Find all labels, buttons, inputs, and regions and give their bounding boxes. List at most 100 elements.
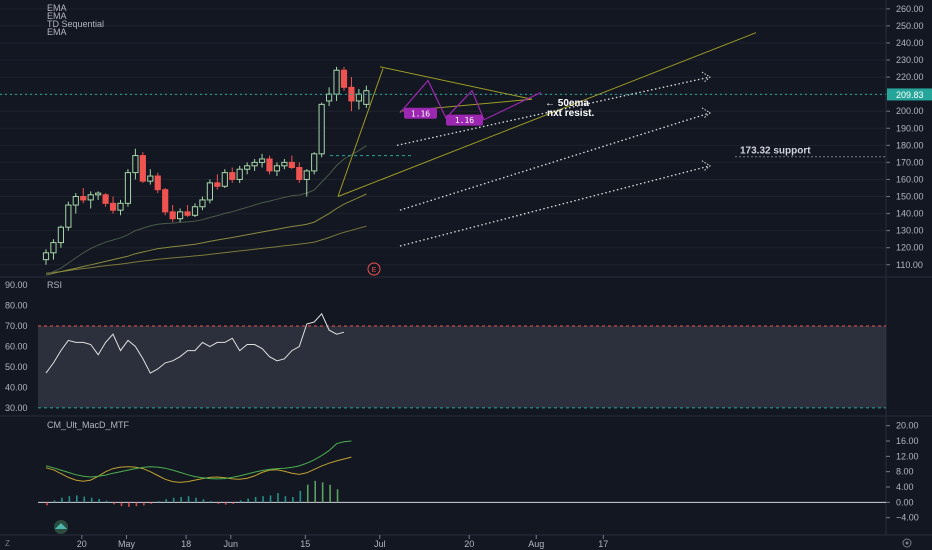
- rsi-tick-label: 60.00: [5, 342, 28, 352]
- rsi-tick-label: 90.00: [5, 280, 28, 290]
- macd-histogram-bar: [128, 502, 130, 507]
- candle-body: [333, 69, 340, 95]
- macd-histogram-bar: [269, 495, 272, 503]
- macd-histogram-bar: [232, 502, 235, 504]
- annotation-text: nxt resist.: [547, 108, 594, 119]
- ema-lines: [45, 145, 367, 276]
- pattern-label-box: [404, 107, 437, 119]
- macd-histogram-bar: [68, 496, 71, 503]
- rsi-line: [45, 312, 345, 374]
- legend-item[interactable]: EMA: [47, 27, 67, 37]
- rsi-axis[interactable]: 90.00 80.00 70.00 60.00 50.00 40.00 30.00: [5, 280, 28, 413]
- price-pane[interactable]: EMA EMA TD Sequential EMA 173.32 support…: [0, 3, 932, 276]
- candle-body: [95, 192, 102, 196]
- macd-axis[interactable]: 20.00 16.00 12.00 8.00 4.00 0.00 −4.00: [886, 421, 919, 523]
- price-tick-label: 120.00: [896, 243, 924, 253]
- legend-item[interactable]: EMA: [47, 3, 67, 13]
- time-tick-label: May: [118, 539, 136, 549]
- macd-tick-label: 16.00: [896, 436, 919, 446]
- price-tick-label: 140.00: [896, 209, 924, 219]
- candle-body: [154, 175, 161, 191]
- settings-icon[interactable]: [902, 538, 912, 548]
- candle-body: [191, 206, 199, 216]
- price-tick-label: 230.00: [896, 55, 924, 65]
- macd-body: [38, 440, 886, 534]
- macd-histogram-bar: [113, 502, 115, 505]
- macd-histogram-bar: [225, 502, 227, 505]
- macd-histogram-bar: [299, 490, 302, 503]
- candle-body: [72, 196, 79, 206]
- candle-body: [177, 211, 184, 220]
- candle-body: [311, 153, 318, 172]
- candle-body: [355, 93, 362, 102]
- macd-histogram-bar: [195, 497, 197, 503]
- macd-tick-label: 12.00: [896, 451, 919, 461]
- macd-histogram-bar: [76, 495, 78, 503]
- legend-item[interactable]: TD Sequential: [47, 19, 104, 29]
- macd-histogram-bar: [292, 496, 294, 503]
- time-tick-label: 20: [464, 539, 474, 549]
- candle-body: [266, 158, 273, 172]
- time-tick-label: Jun: [224, 539, 239, 549]
- candle-body: [65, 204, 72, 228]
- price-tick-label: 170.00: [896, 157, 924, 167]
- candle-body: [303, 170, 310, 180]
- ema-slow-line: [45, 225, 367, 274]
- rsi-pane[interactable]: RSI 90.00 80.00 70.00 60.00 50.00 40.00 30.00: [5, 280, 886, 413]
- time-axis[interactable]: Z 20 May 18 Jun 15 Jul 20 Aug 17: [0, 534, 932, 549]
- macd-histogram-bar: [321, 482, 324, 503]
- indicator-legend[interactable]: EMA EMA TD Sequential EMA: [47, 3, 104, 37]
- macd-signal-line: [45, 456, 352, 483]
- candle-body: [363, 90, 370, 105]
- price-tick-label: 110.00: [896, 260, 923, 270]
- candle-body: [229, 172, 236, 180]
- candle-body: [109, 202, 117, 211]
- price-tick-label: 130.00: [896, 226, 924, 236]
- macd-histogram-bar: [143, 502, 145, 506]
- macd-tick-label: 4.00: [896, 482, 914, 492]
- rally-line: [337, 68, 384, 197]
- macd-tick-label: 0.00: [896, 497, 914, 507]
- macd-histogram-bar: [53, 500, 56, 503]
- price-tick-label: 150.00: [896, 192, 924, 202]
- macd-line: [45, 440, 352, 480]
- candle-body: [281, 161, 288, 167]
- earnings-marker: E: [372, 267, 377, 274]
- support-label: 173.32 support: [740, 146, 811, 157]
- price-grid: [0, 8, 886, 266]
- macd-pane[interactable]: CM_Ult_MacD_MTF 20.00 16.00 12.00 8.00 4.00 0…: [38, 420, 919, 534]
- time-tick-label: 17: [598, 539, 608, 549]
- rsi-tick-label: 30.00: [5, 403, 28, 413]
- macd-histogram-bar: [202, 499, 205, 503]
- macd-tick-label: 8.00: [896, 467, 914, 477]
- macd-histogram-bar: [336, 489, 339, 503]
- candle-body: [236, 168, 243, 180]
- macd-histogram-bar: [105, 500, 108, 503]
- price-tick-label: 200.00: [896, 106, 924, 116]
- macd-histogram-bar: [217, 502, 220, 504]
- price-axis[interactable]: 260.00250.00240.00230.00220.00210.00200.…: [886, 4, 932, 270]
- macd-histogram-bar: [61, 497, 63, 503]
- candle-body: [273, 165, 281, 172]
- candle-body: [206, 182, 214, 201]
- rsi-title[interactable]: RSI: [47, 280, 62, 290]
- macd-histogram-bar: [306, 484, 309, 503]
- price-tick-label: 190.00: [896, 123, 924, 133]
- macd-histogram-bar: [150, 502, 153, 504]
- timezone-label[interactable]: Z: [5, 539, 10, 548]
- annotation-text: ← 50ema: [545, 98, 589, 109]
- rsi-body: [38, 312, 886, 409]
- candle-body: [57, 226, 64, 244]
- macd-title[interactable]: CM_Ult_MacD_MTF: [47, 420, 130, 430]
- candle-body: [102, 194, 109, 204]
- price-tick-label: 240.00: [896, 38, 924, 48]
- candle-body: [221, 172, 228, 187]
- candle-body: [139, 155, 146, 182]
- candle-body: [318, 103, 325, 155]
- macd-histogram-bar: [262, 496, 264, 503]
- candle-body: [214, 182, 221, 187]
- macd-tick-label: −4.00: [896, 513, 919, 523]
- triangle-upper: [379, 66, 533, 100]
- legend-item[interactable]: EMA: [47, 11, 67, 21]
